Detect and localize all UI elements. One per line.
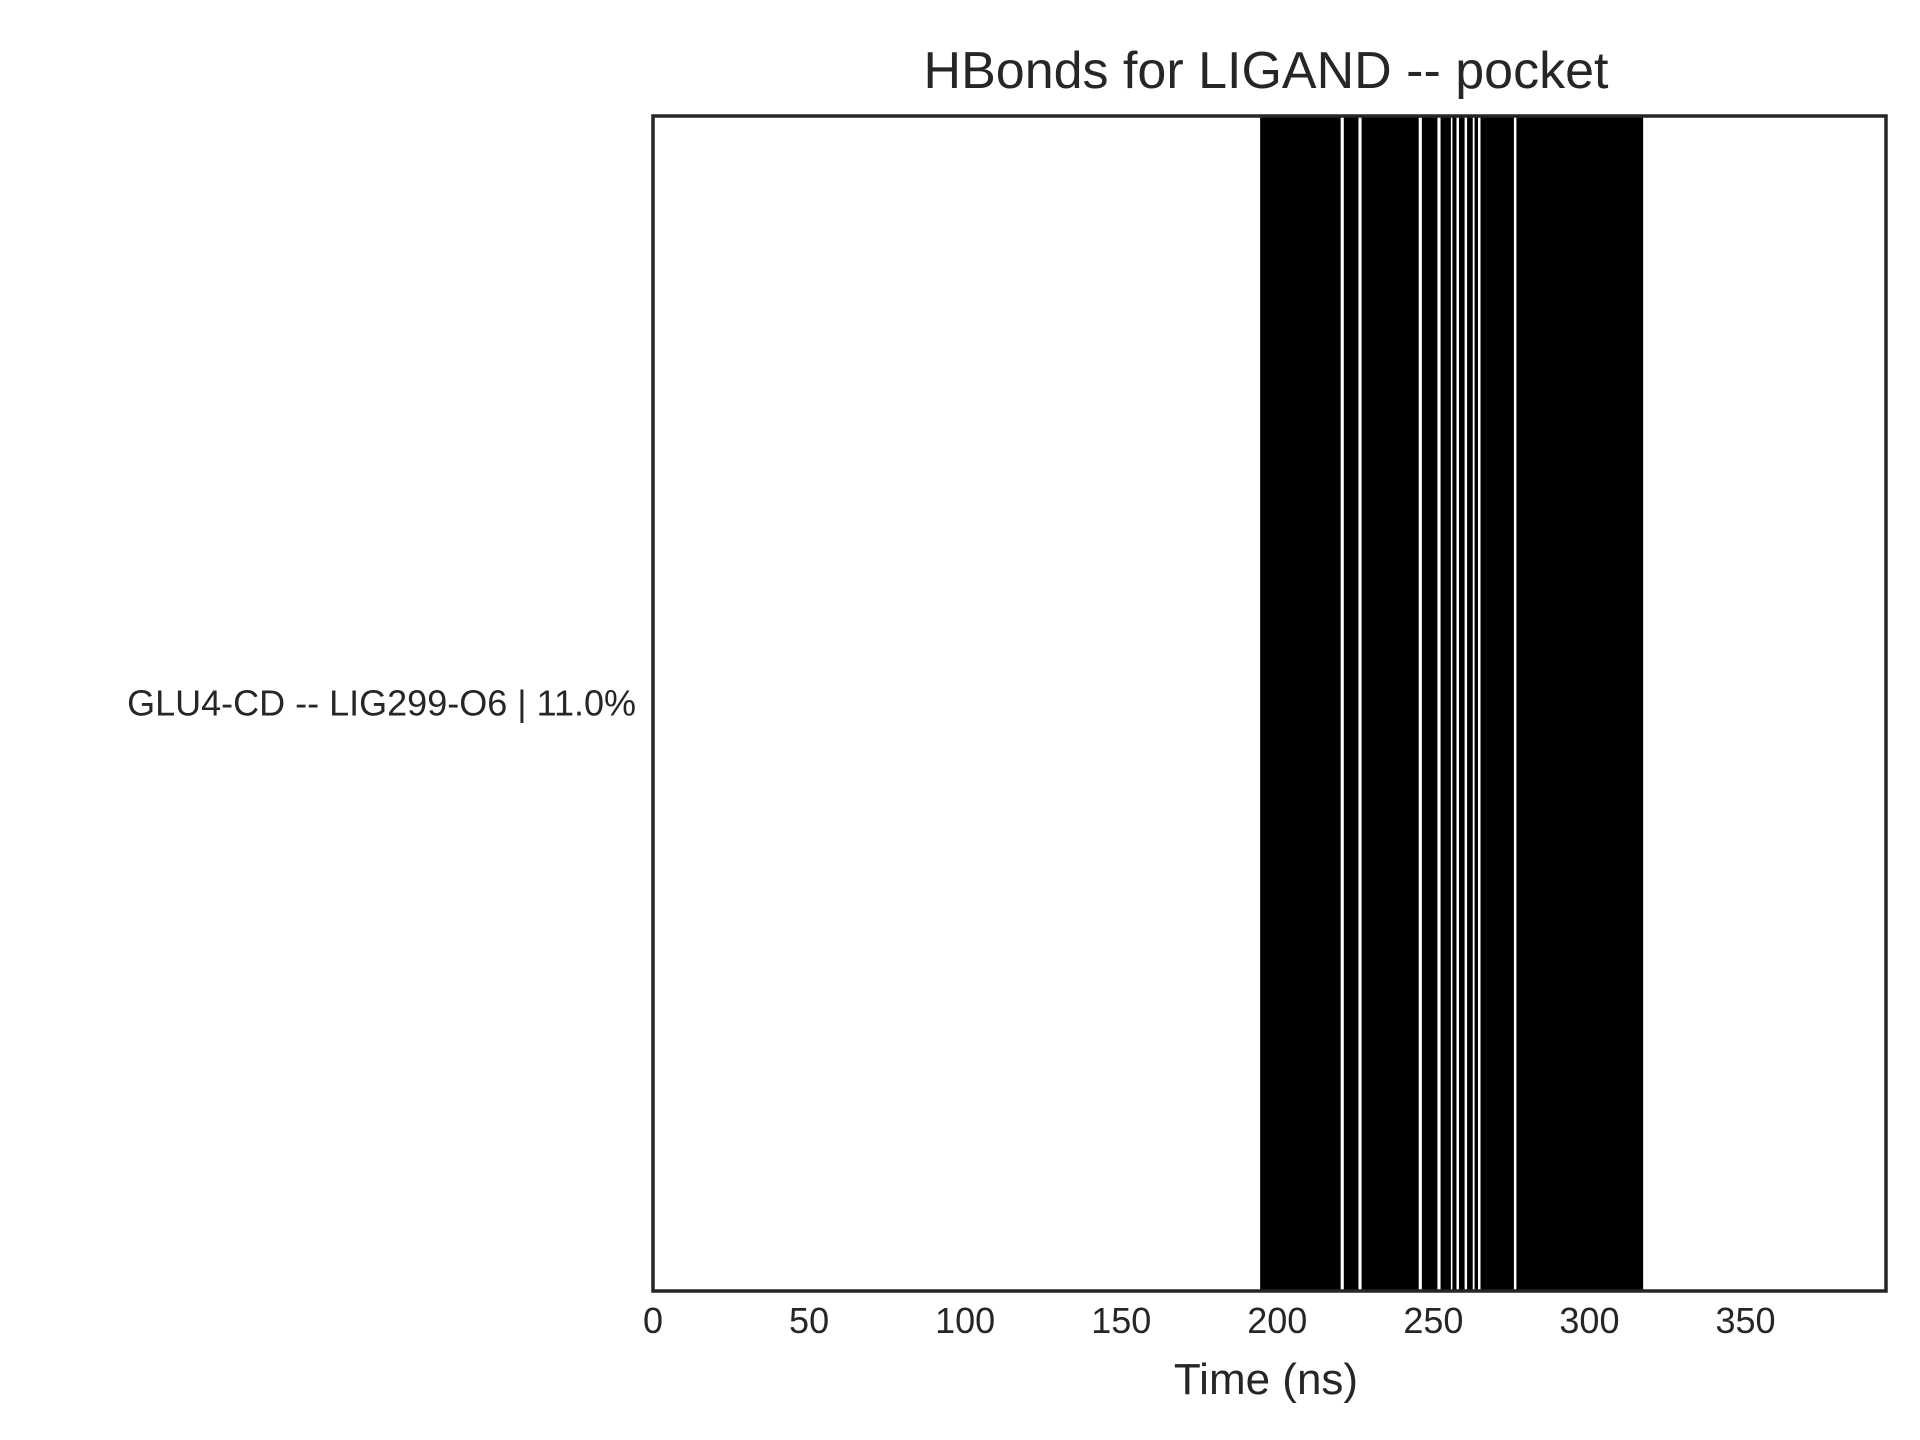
hbond-present-segment-7 (1458, 116, 1465, 1291)
x-axis-label: Time (ns) (1174, 1355, 1358, 1404)
hbond-present-segment-2 (1343, 116, 1359, 1291)
hbond-present-segment-6 (1452, 116, 1457, 1291)
x-tick-label-0: 0 (643, 1300, 663, 1341)
hbond-present-segment-5 (1440, 116, 1451, 1291)
hbond-present-segment-8 (1467, 116, 1473, 1291)
x-tick-label-150: 150 (1091, 1300, 1151, 1341)
hbond-present-segment-4 (1421, 116, 1438, 1291)
x-tick-label-300: 300 (1559, 1300, 1619, 1341)
hbond-present-segment-10 (1480, 116, 1514, 1291)
x-tick-label-350: 350 (1715, 1300, 1775, 1341)
hbond-present-segment-9 (1474, 116, 1479, 1291)
x-tick-label-50: 50 (789, 1300, 829, 1341)
chart-title: HBonds for LIGAND -- pocket (924, 42, 1609, 100)
plot-frame (651, 114, 1888, 1293)
x-axis-ticks: 0 50 100 150 200 250 300 350 (643, 1300, 1776, 1341)
hbond-present-segment-11 (1516, 116, 1644, 1291)
x-tick-label-200: 200 (1247, 1300, 1307, 1341)
plot-area (653, 116, 1886, 1291)
hbond-present-segment-3 (1361, 116, 1419, 1291)
y-axis-ticks: GLU4-CD -- LIG299-O6 | 11.0% (127, 683, 636, 724)
hbond-present-segment-1 (1260, 116, 1341, 1291)
x-tick-label-100: 100 (935, 1300, 995, 1341)
x-tick-label-250: 250 (1403, 1300, 1463, 1341)
y-tick-label: GLU4-CD -- LIG299-O6 | 11.0% (127, 683, 636, 724)
